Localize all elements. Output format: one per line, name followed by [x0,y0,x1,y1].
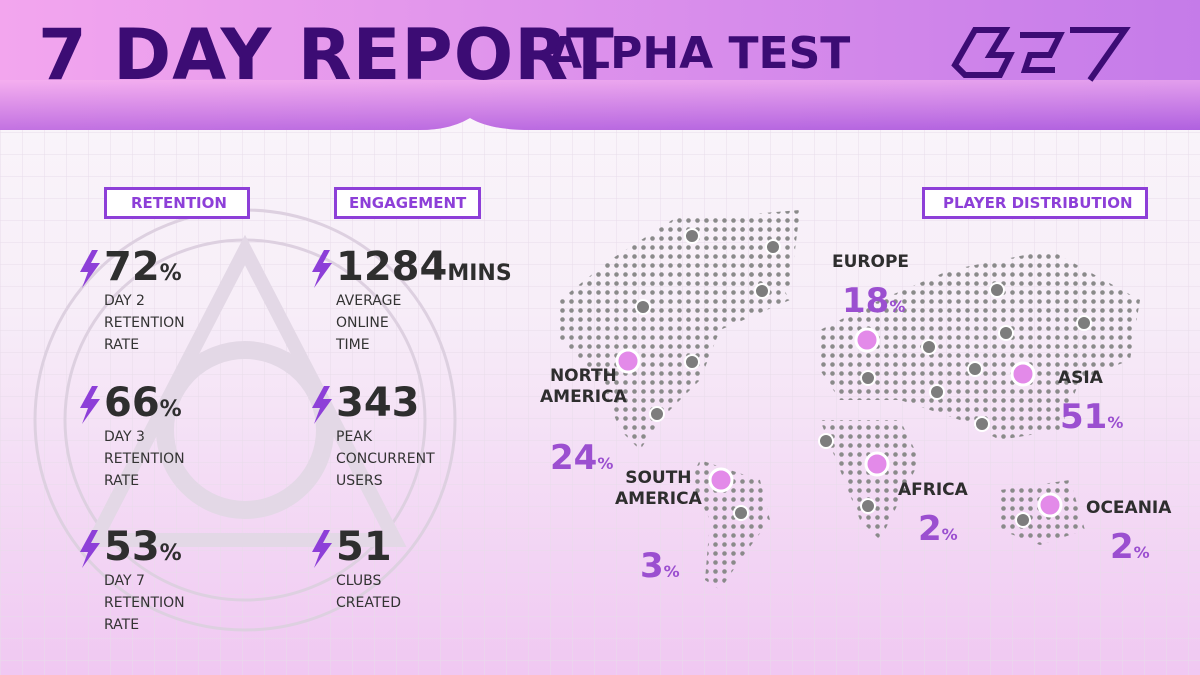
world-map [560,210,1140,590]
stat-label: DAY 7 [104,573,145,589]
stat-unit: % [159,261,182,286]
title: 7 DAY REPORT [38,14,615,96]
stat-label: RETENTION [104,315,185,331]
stat-value: 66% [104,380,182,426]
stat-label: ONLINE [336,315,389,331]
region-name: EUROPE [832,252,909,273]
logo [951,27,1131,82]
region-name-line: SOUTH [625,468,692,488]
stat-value: 72% [104,244,182,290]
stat-number: 51 [336,524,392,570]
region-number: 18 [842,281,890,321]
map-pins [615,228,1092,528]
region-unit: % [889,297,906,316]
region-name-line: OCEANIA [1086,498,1172,518]
stat-value: 1284MINS [336,244,512,290]
region-name-line: EUROPE [832,252,910,272]
stat-label: TIME [336,337,370,353]
stat-label: CLUBS [336,573,382,589]
section-heading: RETENTION [104,187,250,219]
stat-value: 53% [104,524,182,570]
region-number: 2 [1110,527,1134,567]
region-unit: % [941,525,958,544]
stat-label: RETENTION [104,451,185,467]
stat-label: USERS [336,473,383,489]
region-name-line: ASIA [1058,368,1103,388]
stat-label: CREATED [336,595,402,611]
region-unit: % [1133,543,1150,562]
section-heading: ENGAGEMENT [334,187,482,219]
region-unit: % [663,562,680,581]
stat-number: 53 [104,524,160,570]
section-heading: PLAYER DISTRIBUTION [922,187,1148,219]
stat-label: RETENTION [104,595,185,611]
header-shade [0,80,1200,130]
stat-number: 343 [336,380,420,426]
region-number: 51 [1060,397,1108,437]
region-unit: % [597,454,614,473]
stat-label: RATE [104,617,140,633]
stat-value: 343 [336,380,420,426]
stat-unit: % [159,541,182,566]
bolts [80,250,332,568]
region-share: 2% [918,509,958,549]
stat-unit: MINS [447,261,512,286]
region-share: 51% [1060,397,1123,437]
stat-label: AVERAGE [336,293,402,309]
region-share: 24% [550,438,613,478]
region-number: 3 [640,546,664,586]
region-name: ASIA [1058,368,1103,389]
region-name-line: AMERICA [615,489,702,509]
stat-number: 66 [104,380,160,426]
region-name-line: AFRICA [898,480,968,500]
region-name: AFRICA [898,480,968,501]
stat-label: RATE [104,473,140,489]
stat-unit: % [159,397,182,422]
region-number: 24 [550,438,598,478]
stat-number: 72 [104,244,160,290]
region-name: OCEANIA [1086,498,1171,519]
region-name-line: AMERICA [540,387,627,407]
stat-value: 51 [336,524,392,570]
stat-label: RATE [104,337,140,353]
subtitle: ALPHA TEST [548,28,851,79]
stat-label: CONCURRENT [336,451,435,467]
region-name-line: NORTH [549,366,617,386]
stat-label: DAY 2 [104,293,145,309]
region-number: 2 [918,509,942,549]
region-share: 3% [640,546,680,586]
region-name: NORTH AMERICA [540,366,627,408]
stat-number: 1284 [336,244,448,290]
stat-label: PEAK [336,429,373,445]
region-name: SOUTH AMERICA [615,468,702,510]
region-share: 18% [842,281,905,321]
stat-label: DAY 3 [104,429,145,445]
region-unit: % [1107,413,1124,432]
region-share: 2% [1110,527,1150,567]
